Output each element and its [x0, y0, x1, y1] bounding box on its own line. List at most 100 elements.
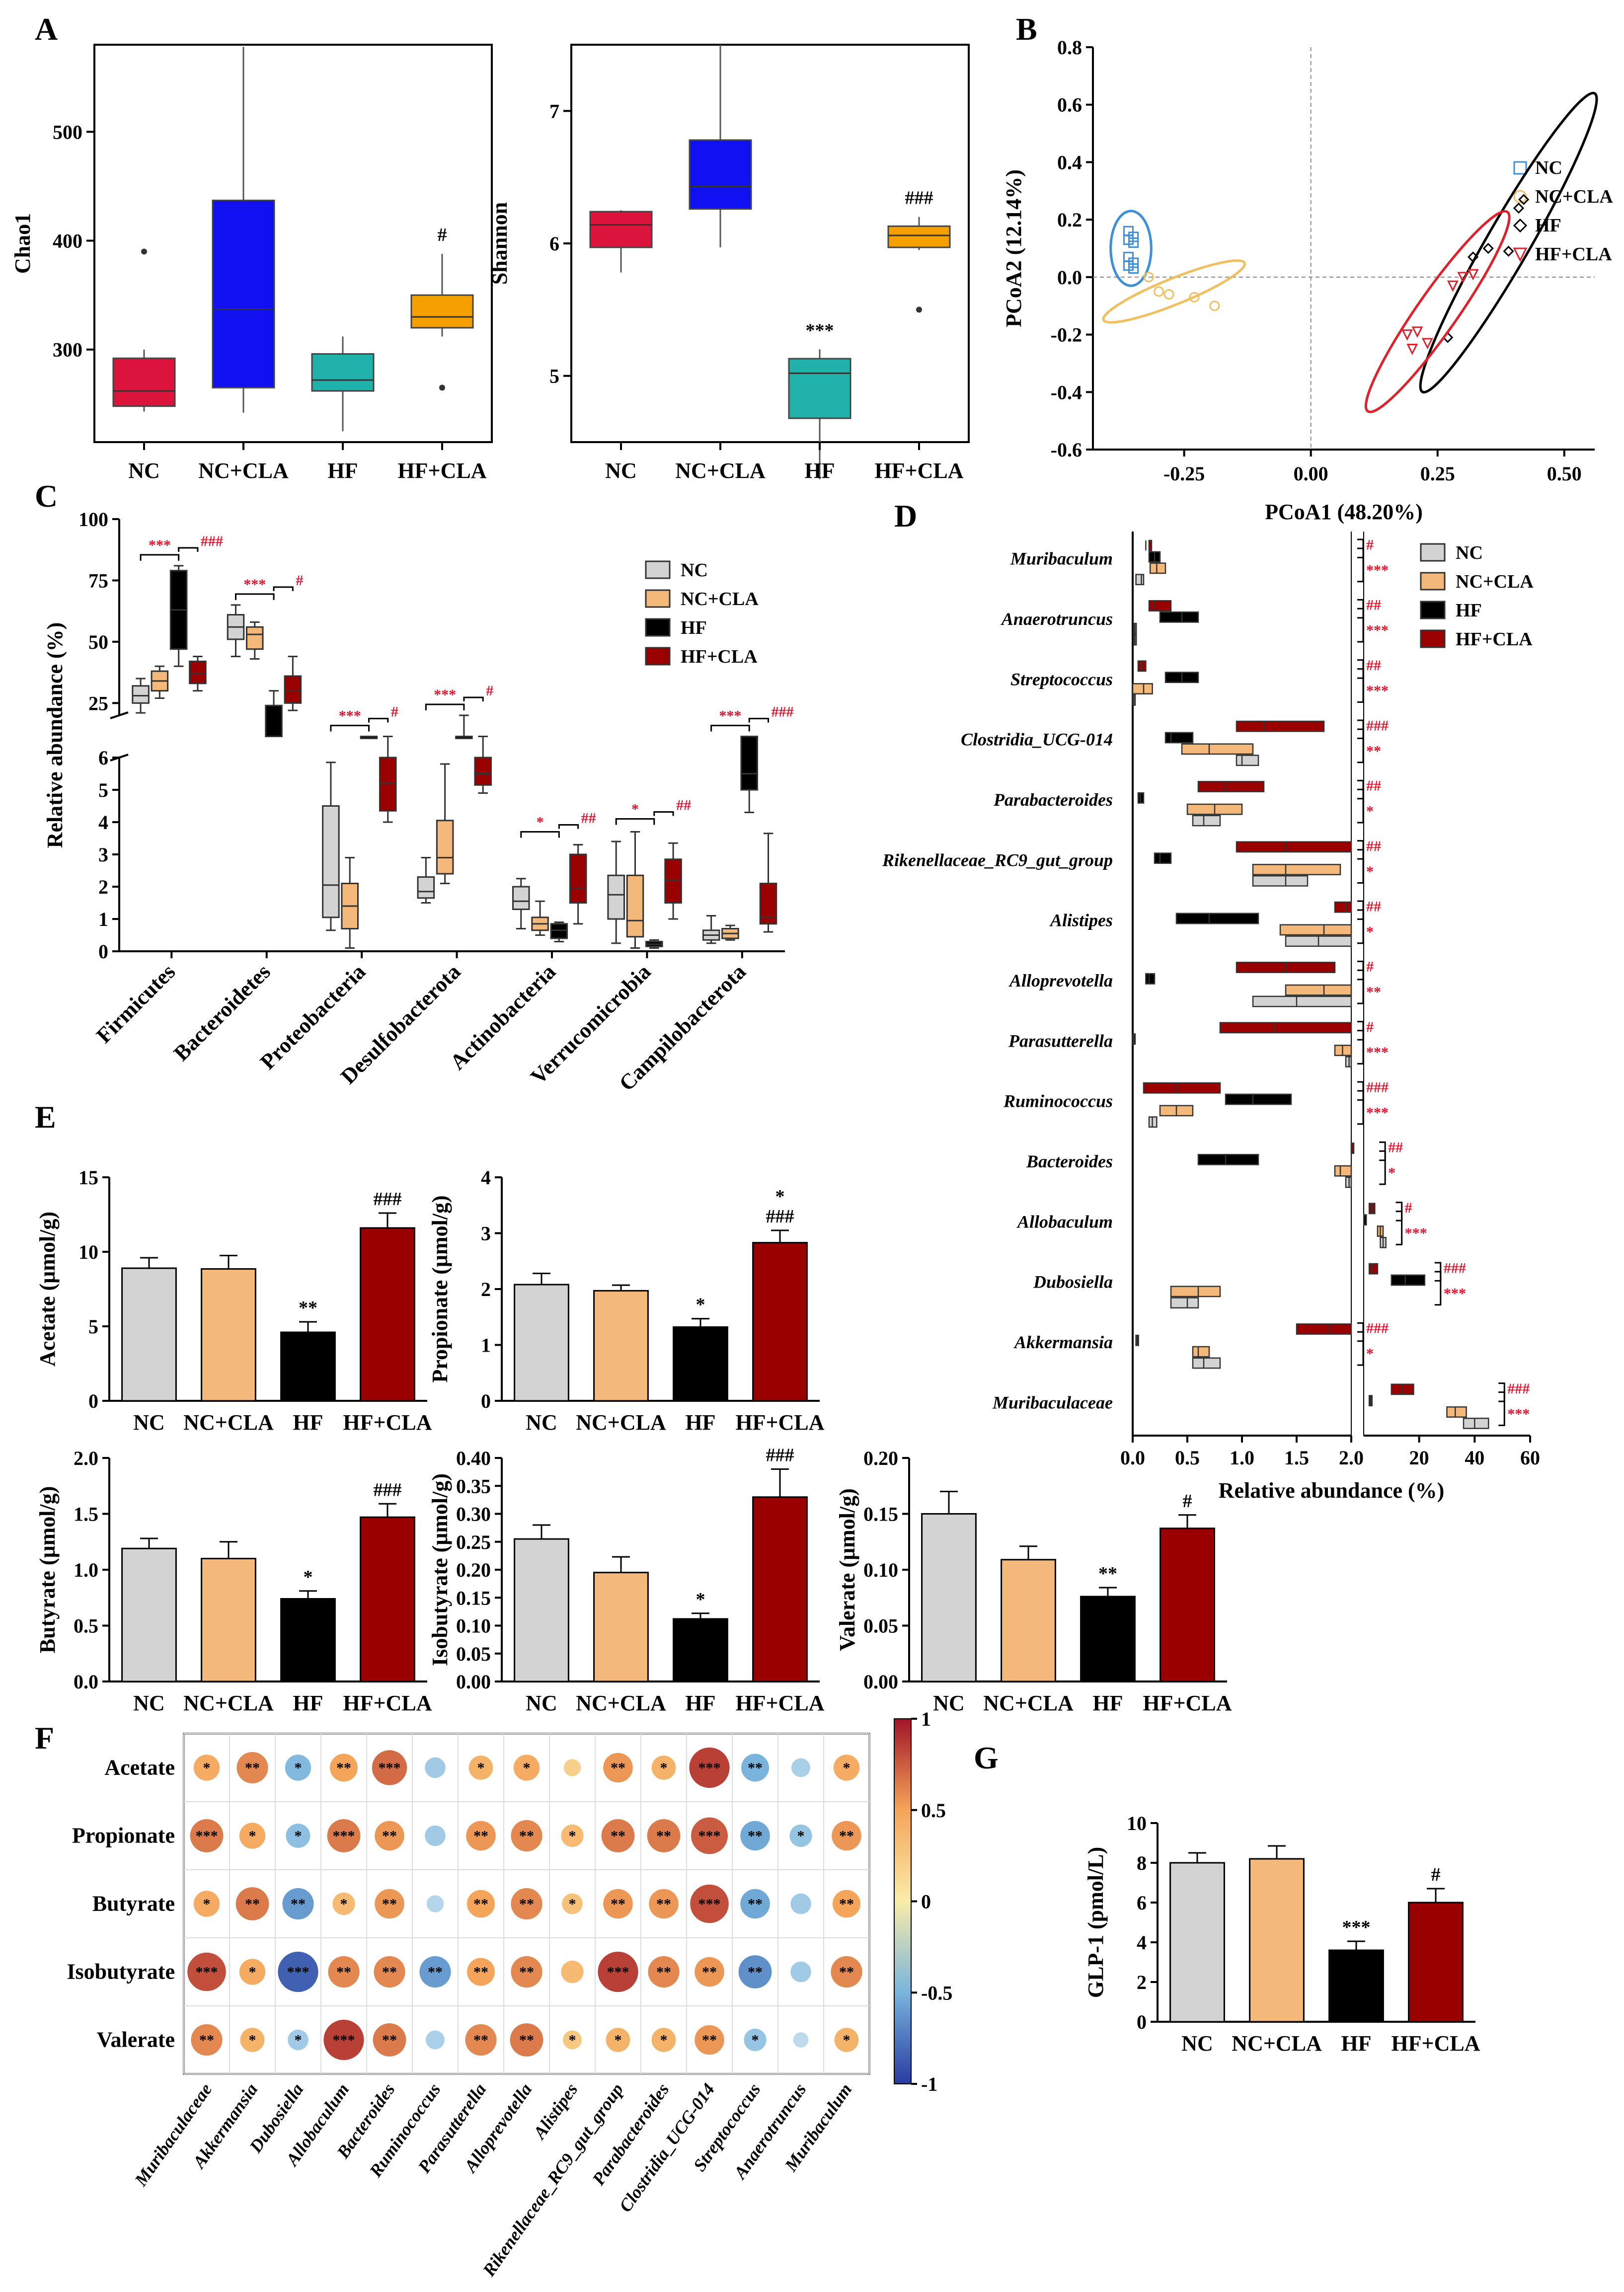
corr-circle — [278, 1951, 318, 1992]
box-1 — [1446, 1406, 1467, 1418]
box-2 — [265, 704, 283, 737]
y-tick-label: 2 — [98, 876, 108, 898]
x-tick-label: HF+CLA — [735, 1410, 824, 1435]
significance-mark: * — [696, 1589, 705, 1610]
corr-circle — [511, 1820, 542, 1852]
genus-label: Rikenellaceae_RC9_gut_group — [882, 850, 1113, 870]
y-tick-label: 0 — [481, 1390, 491, 1412]
confidence-ellipse — [1419, 91, 1598, 394]
chart-e3: 0.0 0.5 1.0 1.5 2.0 NC NC+CLA * HF ### HF+CLA Butyr… — [35, 1447, 432, 1715]
corr-circle — [510, 2023, 543, 2057]
corr-sig-mark: *** — [698, 1896, 721, 1912]
genus-label: Clostridia_UCG-014 — [961, 730, 1113, 750]
corr-circle — [651, 2028, 676, 2052]
y-tick-label: 400 — [53, 230, 82, 252]
box-3 — [1296, 1323, 1352, 1335]
panel-label-e: E — [35, 1099, 56, 1135]
corr-sig-mark: *** — [333, 2032, 355, 2049]
bar-1 — [593, 1572, 649, 1682]
y-tick-label: 10 — [78, 1241, 98, 1263]
corr-sig-mark: ** — [748, 1964, 763, 1981]
panel-label-d: D — [894, 498, 917, 534]
sig-mark: *** — [434, 687, 456, 703]
x-tick-label: HF+CLA — [397, 458, 486, 483]
genus-label: Parasutterella — [1008, 1031, 1113, 1051]
box-2 — [550, 923, 568, 939]
legend-label: NC — [1456, 542, 1483, 563]
box-1 — [1132, 683, 1153, 694]
box-0 — [1135, 574, 1145, 586]
corr-sig-mark: ** — [748, 1760, 763, 1776]
box-3 — [410, 294, 474, 329]
box-2 — [740, 736, 758, 791]
y-tick-label: -0.4 — [1051, 381, 1082, 403]
sig-mark: ### — [1507, 1380, 1530, 1397]
sig-bracket — [748, 718, 769, 723]
genus-label: Muribaculaceae — [992, 1392, 1113, 1412]
corr-circle — [833, 1755, 860, 1781]
corr-sig-mark: * — [569, 2032, 576, 2049]
x-tick-label: HF+CLA — [1143, 1691, 1232, 1715]
corr-sig-mark: * — [615, 2032, 622, 2049]
box-3 — [1148, 539, 1153, 551]
y-tick-label: 0.30 — [456, 1503, 491, 1526]
corr-circle — [603, 1889, 633, 1919]
panel-label-a: A — [35, 11, 58, 47]
corr-circle — [240, 2028, 265, 2052]
legend-swatch — [645, 560, 671, 579]
significance-mark: ### — [374, 1479, 402, 1500]
corr-circle — [649, 1889, 679, 1919]
y-tick-label: 0.40 — [456, 1447, 491, 1469]
x-tick-label: NC — [526, 1410, 557, 1435]
box-3 — [1143, 1082, 1221, 1094]
y-tick-label: 10 — [1127, 1812, 1147, 1834]
sig-mark: ## — [1366, 597, 1381, 613]
corr-sig-mark: ** — [199, 2032, 214, 2049]
corr-sig-mark: ** — [519, 1828, 534, 1844]
sig-mark: *** — [719, 708, 741, 724]
corr-sig-mark: ** — [291, 1896, 306, 1912]
x-tick-label: NC+CLA — [675, 458, 766, 483]
significance-mark: ### — [766, 1206, 794, 1227]
y-tick-label: 300 — [53, 339, 82, 361]
corr-sig-mark: * — [569, 1828, 576, 1844]
y-tick-label: -0.2 — [1051, 324, 1082, 346]
chart-a1: 300 400 500 NC NC+CLA HF # HF+CLA Chao1 — [10, 44, 493, 483]
panel-label-f: F — [35, 1720, 54, 1756]
corr-circle — [193, 1755, 220, 1781]
x-tick-label: NC+CLA — [183, 1410, 274, 1435]
corr-sig-mark: * — [843, 2032, 851, 2049]
x-tick-label: NC — [133, 1410, 165, 1435]
sig-bracket — [1379, 1150, 1386, 1185]
corr-circle — [790, 1961, 811, 1983]
sig-bracket — [330, 725, 370, 732]
row-label: Valerate — [97, 2028, 175, 2052]
x-tick-label: NC — [128, 458, 160, 483]
point-circle — [1209, 301, 1220, 311]
chart-e5: 0.00 0.05 0.10 0.15 0.20 NC NC+CLA ** HF # HF+CLA V… — [835, 1447, 1232, 1715]
corr-sig-mark: ** — [656, 1828, 671, 1844]
corr-circle — [467, 1958, 495, 1986]
corr-sig-mark: * — [340, 1896, 348, 1912]
genus-label: Parabacteroides — [993, 790, 1113, 810]
sig-bracket — [463, 696, 484, 701]
box-3 — [1219, 1022, 1352, 1034]
legend-label: HF — [1535, 215, 1561, 236]
sig-mark: *** — [149, 537, 171, 553]
sig-bracket — [615, 818, 655, 825]
corr-sig-mark: * — [752, 2032, 759, 2049]
point-diamond — [1518, 194, 1530, 205]
chart-b-pcoa: -0.6 -0.4 -0.2 0.0 0.2 0.4 0.6 0.8 -0.25 0.00 0.25… — [1002, 36, 1613, 524]
corr-sig-mark: *** — [607, 1964, 629, 1981]
legend-label: HF — [1456, 600, 1482, 621]
bar-3 — [1160, 1528, 1215, 1682]
y-tick-label: 0.00 — [456, 1671, 491, 1693]
y-tick-label: 0.6 — [1057, 94, 1082, 116]
x-tick-label: NC — [933, 1691, 965, 1715]
point-square — [1513, 161, 1527, 175]
corr-circle — [467, 1890, 495, 1918]
corr-circle — [598, 1951, 638, 1992]
y-tick-label: 0.0 — [1057, 266, 1082, 289]
sig-mark: # — [296, 572, 303, 589]
significance-mark: * — [775, 1186, 785, 1207]
